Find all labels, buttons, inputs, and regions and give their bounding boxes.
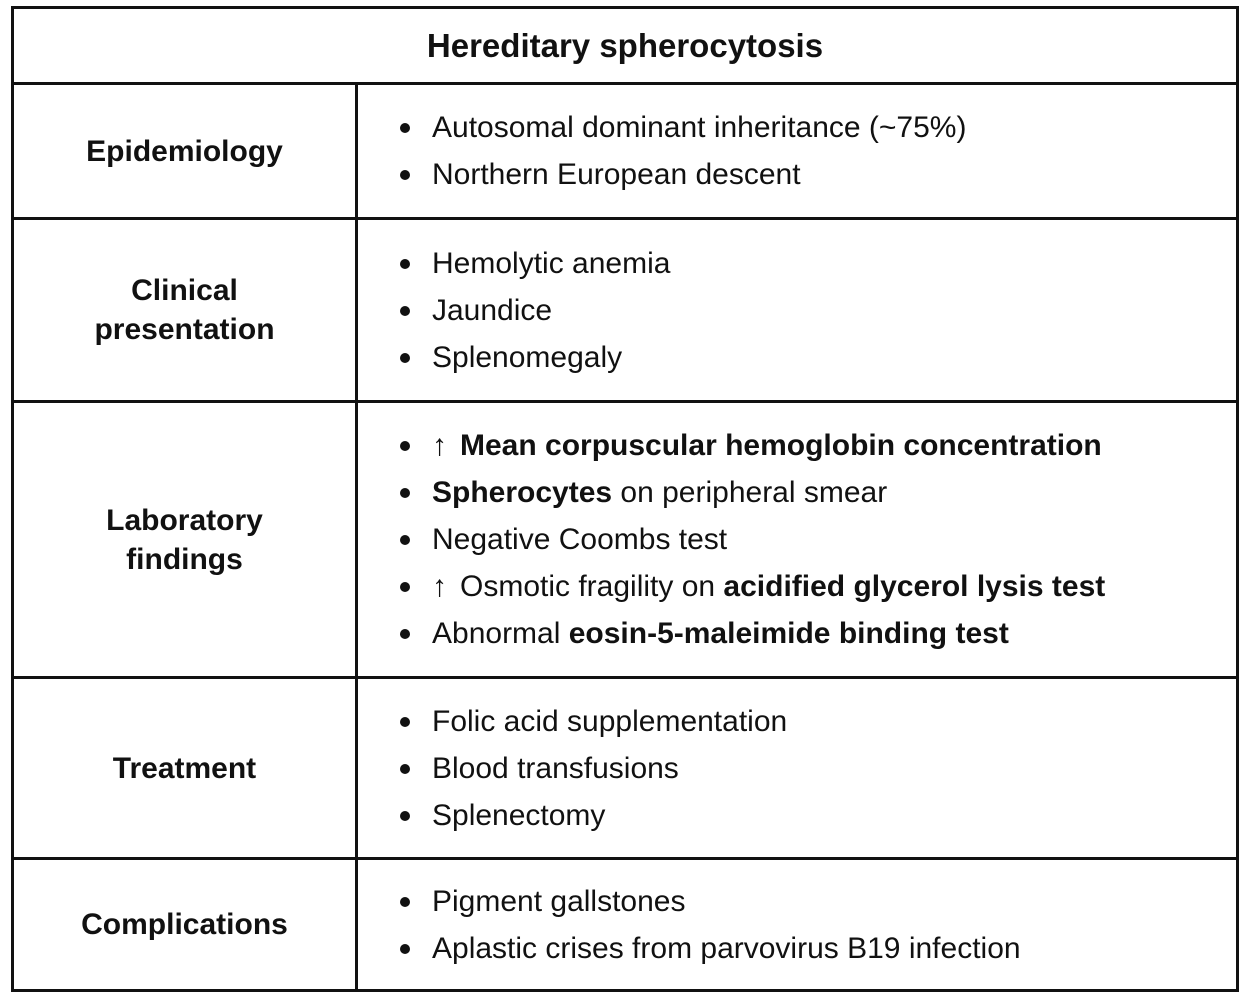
bullet-icon — [400, 896, 410, 907]
row-content-epidemiology: Autosomal dominant inheritance (~75%) No… — [358, 85, 1236, 217]
list-item: Pigment gallstones — [392, 878, 1236, 925]
row-label-laboratory-findings: Laboratory findings — [14, 403, 358, 676]
item-text: Folic acid supplementation — [432, 704, 788, 738]
item-text: Autosomal dominant inheritance (~75%) — [432, 111, 967, 144]
item-text: Splenectomy — [432, 798, 606, 832]
item-text-bold: eosin-5-maleimide binding test — [568, 617, 1009, 650]
table-title: Hereditary spherocytosis — [14, 9, 1236, 85]
item-text: Aplastic crises from parvovirus B19 infe… — [432, 931, 1021, 965]
hereditary-spherocytosis-table: Hereditary spherocytosis Epidemiology Au… — [11, 6, 1239, 992]
item-text-bold: Spherocytes — [432, 476, 613, 509]
bullet-icon — [400, 535, 410, 545]
list-item: Splenomegaly — [392, 334, 1236, 381]
bullet-icon — [400, 716, 410, 727]
list-item: Blood transfusions — [392, 745, 1236, 792]
item-text: Abnormal — [432, 617, 569, 650]
bullet-icon — [400, 488, 410, 498]
row-treatment: Treatment Folic acid supplementation Blo… — [14, 679, 1236, 860]
bullet-icon — [400, 943, 410, 954]
list-item: ↑ Mean corpuscular hemoglobin concentrati… — [392, 422, 1236, 469]
list-item: Jaundice — [392, 287, 1236, 334]
item-text-bold: acidified glycerol lysis test — [723, 570, 1106, 603]
list-item: Aplastic crises from parvovirus B19 infe… — [392, 925, 1236, 972]
item-text: Mean corpuscular hemoglobin concentratio… — [460, 429, 1102, 462]
row-label-text: Clinical presentation — [94, 274, 275, 346]
item-text: on peripheral smear — [612, 476, 888, 509]
bullet-icon — [400, 441, 410, 451]
item-text: Splenomegaly — [432, 340, 623, 374]
item-text: Northern European descent — [432, 158, 801, 191]
bullet-icon — [400, 258, 410, 269]
bullet-icon — [400, 629, 410, 639]
row-label-complications: Complications — [14, 860, 358, 989]
item-text: Pigment gallstones — [432, 884, 686, 918]
row-content-complications: Pigment gallstones Aplastic crises from … — [358, 860, 1236, 989]
list-item: Folic acid supplementation — [392, 698, 1236, 745]
row-clinical-presentation: Clinical presentation Hemolytic anemia J… — [14, 220, 1236, 403]
up-arrow-icon: ↑ — [432, 429, 447, 462]
row-content-treatment: Folic acid supplementation Blood transfu… — [358, 679, 1236, 857]
bullet-icon — [400, 582, 410, 592]
row-content-clinical-presentation: Hemolytic anemia Jaundice Splenomegaly — [358, 220, 1236, 400]
item-text: Negative Coombs test — [432, 523, 728, 556]
row-epidemiology: Epidemiology Autosomal dominant inherita… — [14, 85, 1236, 220]
bullet-icon — [400, 123, 410, 133]
list-item: Spherocytes on peripheral smear — [392, 469, 1236, 516]
item-text: Osmotic fragility on — [460, 570, 724, 603]
row-label-treatment: Treatment — [14, 679, 358, 857]
list-item: Autosomal dominant inheritance (~75%) — [392, 104, 1236, 151]
row-label-epidemiology: Epidemiology — [14, 85, 358, 217]
item-text: Jaundice — [432, 293, 553, 327]
list-item: ↑ Osmotic fragility on acidified glycerol… — [392, 563, 1236, 610]
bullet-icon — [400, 352, 410, 363]
item-text: Hemolytic anemia — [432, 246, 671, 280]
row-laboratory-findings: Laboratory findings ↑ Mean corpuscular he… — [14, 403, 1236, 679]
list-item: Negative Coombs test — [392, 516, 1236, 563]
row-label-text: Laboratory findings — [106, 503, 263, 576]
row-label-clinical-presentation: Clinical presentation — [14, 220, 358, 400]
list-item: Abnormal eosin-5-maleimide binding test — [392, 610, 1236, 657]
item-text: Blood transfusions — [432, 751, 679, 785]
row-complications: Complications Pigment gallstones Aplasti… — [14, 860, 1236, 989]
list-item: Northern European descent — [392, 151, 1236, 198]
up-arrow-icon: ↑ — [432, 570, 447, 603]
bullet-icon — [400, 763, 410, 774]
list-item: Hemolytic anemia — [392, 240, 1236, 287]
row-content-laboratory-findings: ↑ Mean corpuscular hemoglobin concentrati… — [358, 403, 1236, 676]
bullet-icon — [400, 170, 410, 180]
bullet-icon — [400, 810, 410, 821]
bullet-icon — [400, 305, 410, 316]
list-item: Splenectomy — [392, 792, 1236, 839]
